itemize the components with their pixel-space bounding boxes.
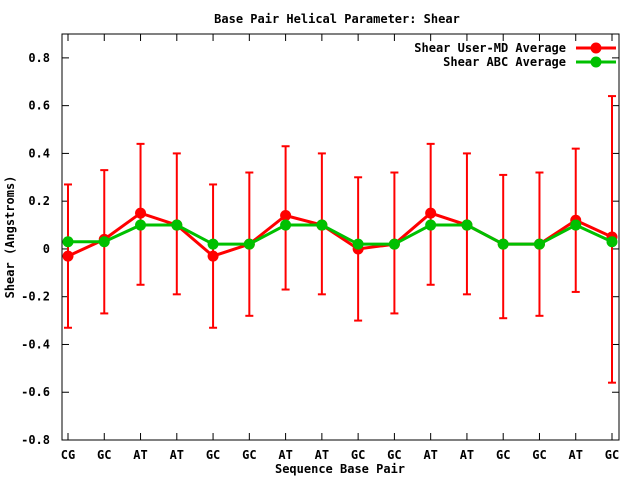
x-tick-label: AT (278, 448, 292, 462)
data-point-abc (570, 219, 582, 231)
x-tick-label: AT (315, 448, 329, 462)
data-point-abc (243, 238, 255, 250)
data-point-abc (352, 238, 364, 250)
x-tick-label: AT (423, 448, 437, 462)
legend-label-abc: Shear ABC Average (443, 55, 566, 69)
data-point-abc (62, 236, 74, 248)
x-tick-label: GC (242, 448, 256, 462)
data-point-user-md (280, 210, 292, 222)
data-point-user-md (62, 250, 74, 262)
data-point-abc (425, 219, 437, 231)
x-tick-label: GC (206, 448, 220, 462)
plot-area: -0.8 -0.6 -0.4 -0.2 0 0.2 0.4 0.6 0.8 CG GC AT AT GC G… (21, 33, 620, 462)
plot-border (61, 33, 620, 441)
x-tick-label: GC (351, 448, 365, 462)
data-point-abc (98, 236, 110, 248)
x-tick-label: CG (61, 448, 75, 462)
y-axis-ticks: -0.8 -0.6 -0.4 -0.2 0 0.2 0.4 0.6 0.8 (21, 51, 619, 447)
y-tick-label: 0.4 (28, 146, 50, 160)
x-tick-label: AT (170, 448, 184, 462)
legend: Shear User-MD Average Shear ABC Average (414, 41, 616, 69)
y-axis-label: Shear (Angstroms) (3, 176, 17, 299)
series-line-abc (68, 223, 613, 246)
x-tick-label: GC (605, 448, 619, 462)
x-axis-label: Sequence Base Pair (275, 462, 405, 476)
data-point-abc (207, 238, 219, 250)
y-tick-label: -0.6 (21, 385, 50, 399)
x-tick-label: GC (532, 448, 546, 462)
data-point-abc (316, 219, 328, 231)
y-tick-label: 0 (43, 242, 50, 256)
series-abc (62, 219, 618, 250)
y-tick-label: -0.4 (21, 337, 50, 351)
x-tick-label: AT (133, 448, 147, 462)
x-tick-label: AT (460, 448, 474, 462)
data-point-abc (388, 238, 400, 250)
data-point-user-md (425, 207, 437, 219)
legend-label-user-md: Shear User-MD Average (414, 41, 566, 55)
data-point-abc (461, 219, 473, 231)
data-point-abc (606, 236, 618, 248)
chart-title: Base Pair Helical Parameter: Shear (214, 12, 460, 26)
legend-point-sample-abc (590, 56, 602, 68)
data-point-user-md (207, 250, 219, 262)
x-tick-label: GC (387, 448, 401, 462)
y-tick-label: -0.2 (21, 290, 50, 304)
data-point-abc (171, 219, 183, 231)
y-tick-label: -0.8 (21, 433, 50, 447)
x-tick-label: GC (97, 448, 111, 462)
x-tick-label: GC (496, 448, 510, 462)
data-point-abc (533, 238, 545, 250)
y-tick-label: 0.8 (28, 51, 50, 65)
x-axis-ticks: CG GC AT AT GC GC AT AT GC GC AT AT GC GC AT GC (61, 34, 619, 462)
y-tick-label: 0.6 (28, 99, 50, 113)
y-tick-label: 0.2 (28, 194, 50, 208)
data-point-user-md (135, 207, 147, 219)
legend-point-sample-user-md (590, 42, 602, 54)
error-bars (64, 95, 616, 384)
data-point-abc (497, 238, 509, 250)
data-point-abc (280, 219, 292, 231)
x-tick-label: AT (569, 448, 583, 462)
data-point-abc (135, 219, 147, 231)
